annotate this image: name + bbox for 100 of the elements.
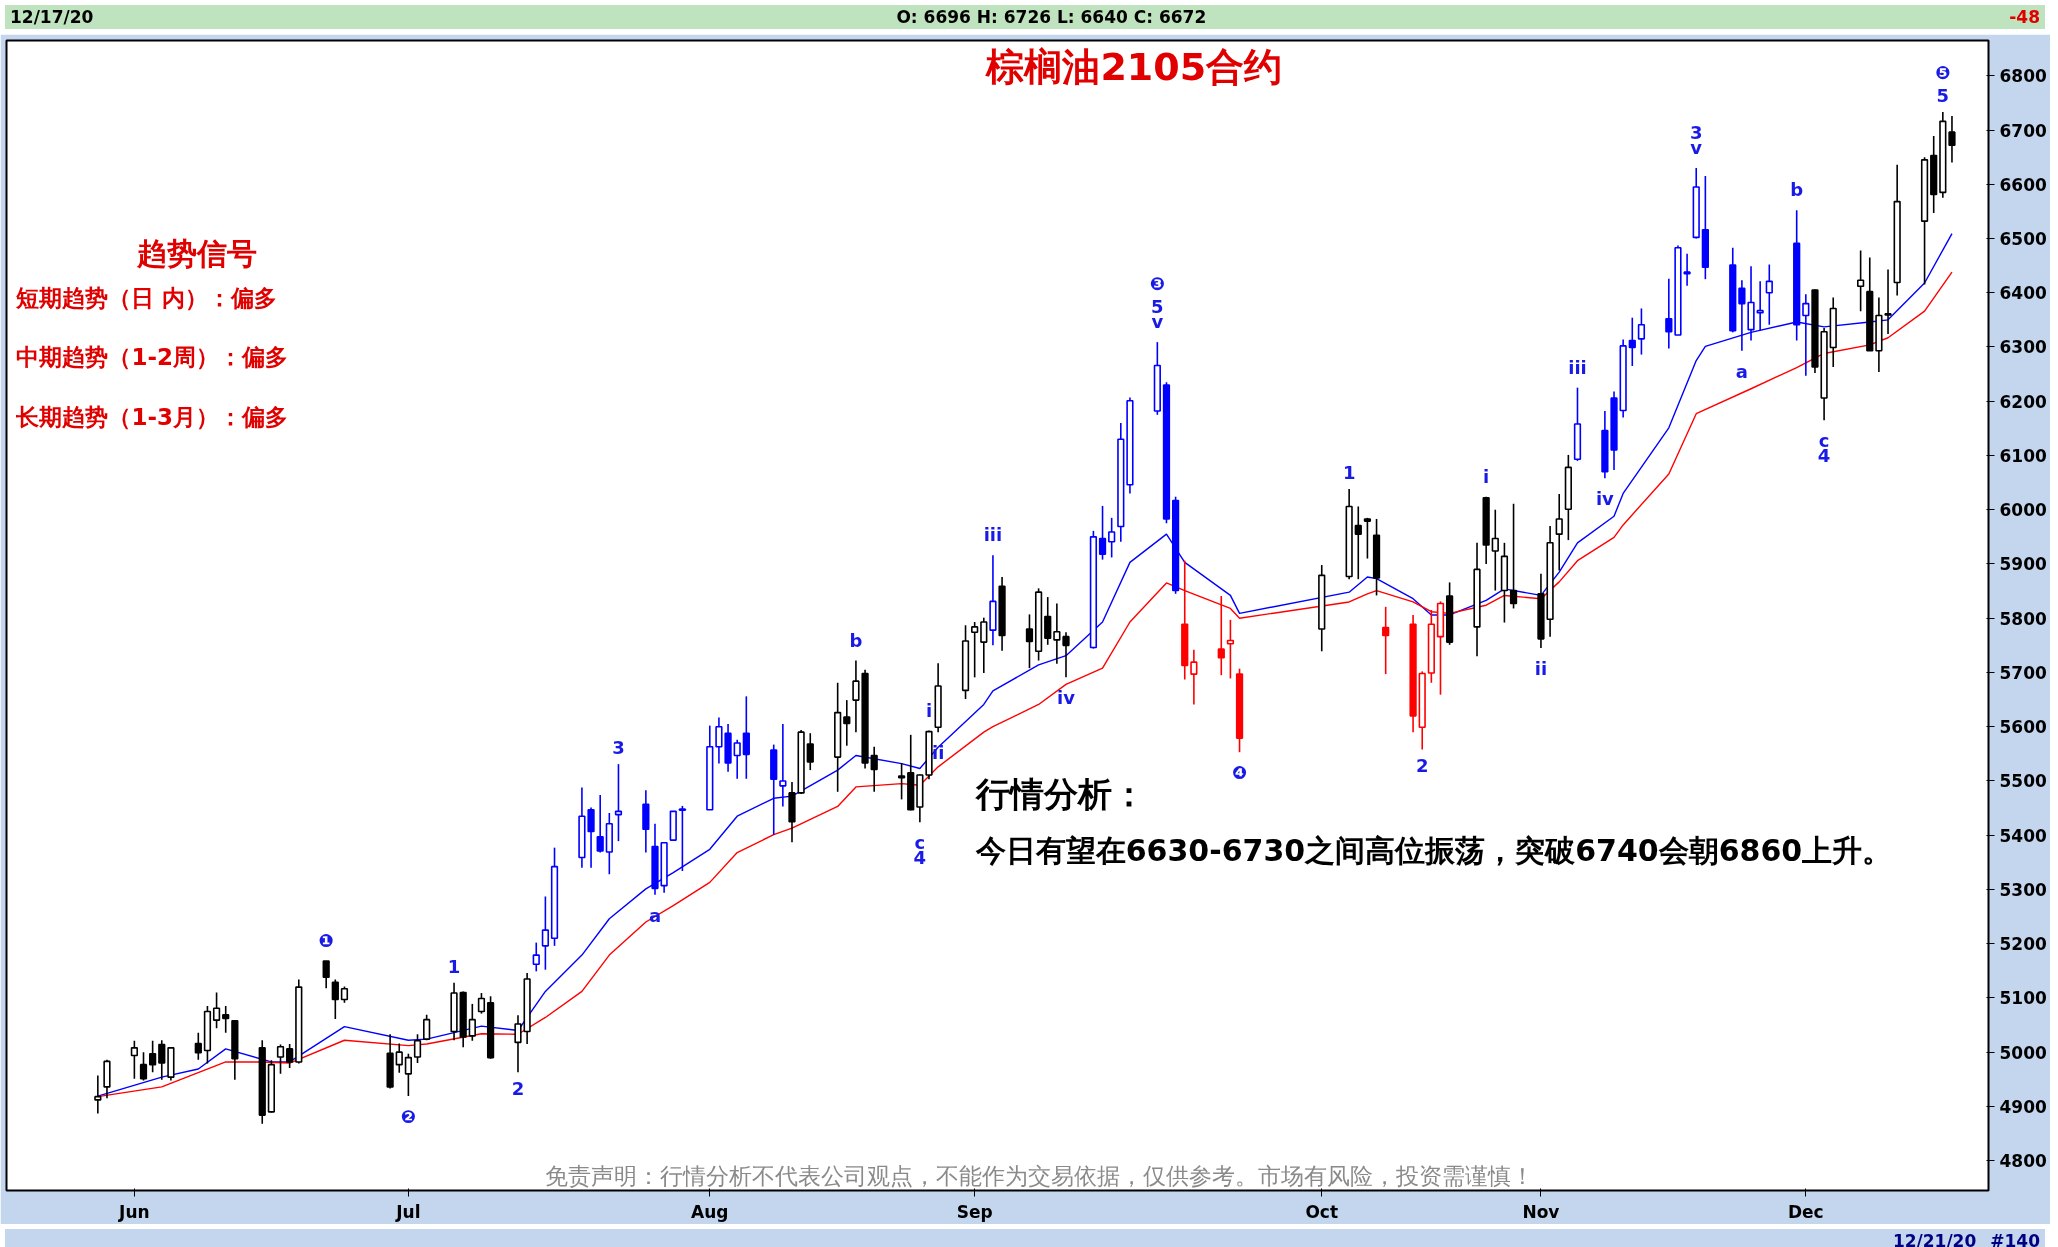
candlestick [158, 1039, 166, 1081]
candlestick [779, 723, 787, 808]
candlestick [806, 732, 814, 771]
candlestick [1756, 280, 1764, 332]
text: -48 [2009, 6, 2040, 27]
annotation: 免责声明：行情分析不代表公司观点，不能作为交易依据，仅供参考。市场有风险，投资需谨慎！ [544, 1162, 1534, 1189]
candlestick [149, 1039, 157, 1074]
annotation: 长期趋势（1-3月）：偏多 [15, 403, 288, 430]
candlestick [1628, 316, 1636, 367]
candlestick [331, 978, 339, 1020]
candlestick [1857, 249, 1865, 312]
annotation: iii [983, 524, 1003, 546]
candlestick [897, 762, 906, 801]
annotation: ❹ [1231, 762, 1248, 784]
y-tick-label: 5900 [1999, 554, 2047, 575]
candlestick [1190, 648, 1198, 706]
candlestick [395, 1042, 403, 1074]
x-tick-label: Nov [1522, 1201, 1560, 1222]
candlestick [971, 621, 979, 679]
x-tick-label: Aug [691, 1201, 729, 1222]
y-tick-label: 5100 [1999, 988, 2047, 1009]
candlestick [423, 1013, 431, 1042]
x-tick-label: Jul [395, 1201, 421, 1222]
y-tick-label: 5300 [1999, 879, 2047, 900]
annotation: 5 [1151, 296, 1164, 318]
candlestick [1637, 307, 1646, 356]
y-tick-label: 6800 [1999, 66, 2047, 87]
candlestick [678, 805, 687, 872]
y-tick-label: 5400 [1999, 825, 2047, 846]
candlestick [212, 991, 221, 1030]
candlestick [1884, 268, 1892, 335]
candlestick [1948, 115, 1956, 164]
candlestick [286, 1043, 294, 1069]
candlestick [1226, 619, 1235, 680]
annotation: 中期趋势（1-2周）：偏多 [16, 343, 288, 370]
y-tick-label: 5700 [1999, 662, 2047, 683]
candlestick [870, 745, 878, 793]
candlestick [541, 895, 550, 971]
annotation: 短期趋势（日 内）：偏多 [15, 285, 278, 312]
annotation: ❸ [1149, 273, 1165, 295]
text: O: 6696 H: 6726 L: 6640 C: 6672 [896, 6, 1207, 27]
y-tick-label: 5800 [1999, 608, 2047, 629]
y-tick-label: 5500 [1999, 771, 2047, 792]
annotation: 1 [447, 955, 461, 977]
candlestick [1802, 293, 1810, 377]
annotation: 5 [1936, 85, 1950, 107]
annotation: i [1483, 465, 1490, 487]
candlestick [532, 941, 540, 973]
x-tick-label: Dec [1787, 1201, 1824, 1222]
candlestick [413, 1033, 422, 1064]
candlestick [222, 1005, 230, 1034]
text: 12/17/20 [10, 6, 94, 27]
annotation: ii [1534, 658, 1548, 680]
candlestick [276, 1043, 285, 1075]
candlestick [980, 616, 988, 674]
candlestick [1354, 505, 1362, 580]
y-tick-label: 6400 [1999, 283, 2047, 304]
y-tick-label: 6200 [1999, 391, 2047, 412]
candlestick [742, 695, 750, 780]
annotation: b [1790, 179, 1804, 201]
x-tick-label: Oct [1305, 1201, 1339, 1222]
annotation: 3 [612, 737, 625, 759]
annotation: b [849, 629, 863, 651]
text: #140 [1990, 1229, 2040, 1247]
candlestick [596, 794, 604, 854]
candlestick [1509, 502, 1518, 610]
annotation: ii [931, 742, 945, 764]
annotation: iv [1057, 687, 1076, 709]
y-tick-label: 6600 [1999, 174, 2047, 195]
candlestick [194, 1031, 202, 1061]
candlestick [1108, 517, 1116, 559]
candlestick [1765, 263, 1773, 326]
x-tick-label: Sep [956, 1201, 993, 1222]
candlestick [322, 960, 330, 989]
y-tick-label: 6100 [1999, 445, 2047, 466]
chart-title: 棕榈油2105合约 [985, 44, 1283, 89]
y-tick-label: 5000 [1999, 1042, 2047, 1063]
candlestick [1363, 517, 1372, 560]
y-tick-label: 5600 [1999, 717, 2047, 738]
annotation: 今日有望在6630-6730之间高位振荡，突破6740会朝6860上升。 [974, 832, 1893, 868]
candlestick [139, 1051, 148, 1082]
annotation: 趋势信号 [135, 235, 257, 271]
annotation: 2 [1415, 755, 1429, 777]
candlestick [1382, 606, 1390, 675]
candlestick [733, 738, 741, 780]
candlestick [404, 1053, 413, 1097]
annotation: ❺ [1935, 62, 1951, 84]
annotation: 行情分析： [974, 773, 1146, 814]
y-tick-label: 6300 [1999, 337, 2047, 358]
candlestick [843, 699, 851, 747]
y-tick-label: 6700 [1999, 120, 2047, 141]
annotation: iii [1568, 356, 1587, 378]
candlestick [130, 1039, 138, 1080]
candlestick [1555, 493, 1563, 572]
annotation: iv [1595, 488, 1615, 510]
y-tick-label: 4800 [1999, 1151, 2047, 1172]
y-tick-label: 4900 [1999, 1096, 2047, 1117]
candlestick [1491, 508, 1499, 592]
candlestick [1217, 595, 1225, 676]
annotation: ❷ [400, 1106, 417, 1128]
